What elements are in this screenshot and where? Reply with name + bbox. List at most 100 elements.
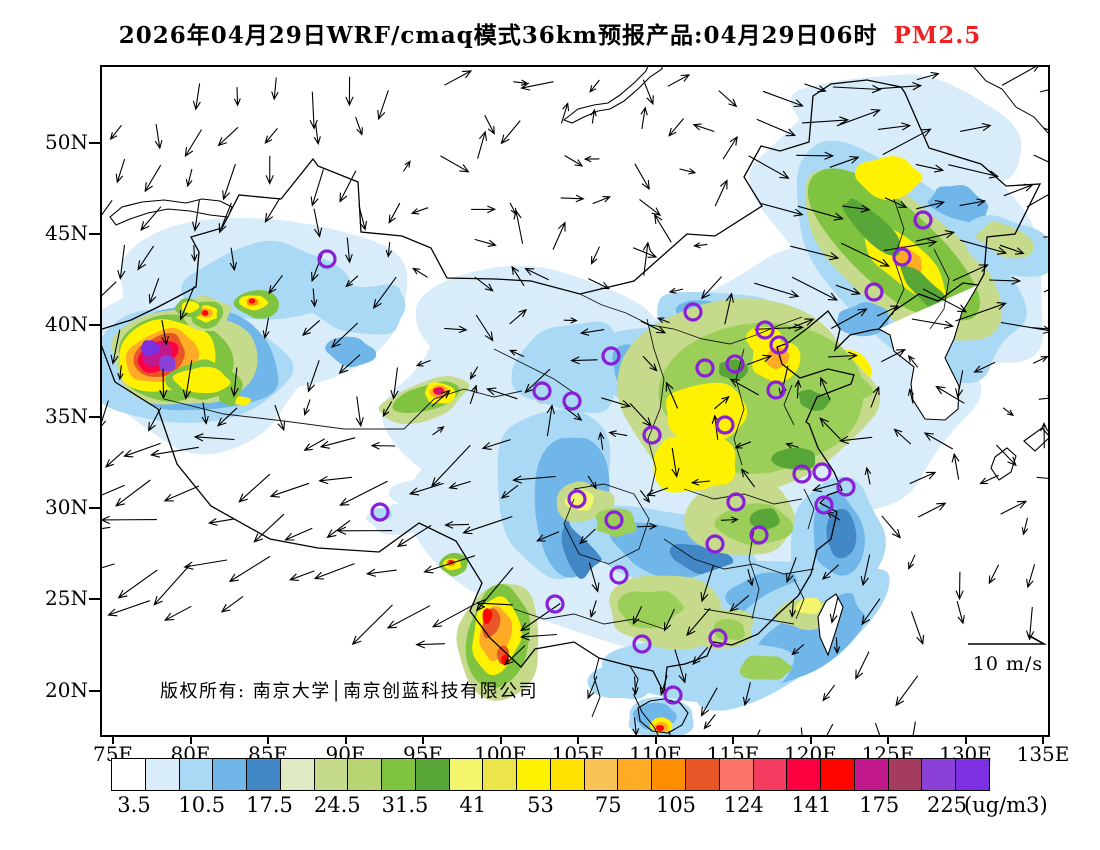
legend-color-cell-23 <box>888 759 923 790</box>
city-marker-4 <box>755 320 775 340</box>
legend-tick-label-53: 53 <box>527 793 554 817</box>
pm25-field-layer <box>102 74 1048 735</box>
legend-color-cell-4 <box>247 759 281 790</box>
lat-label-40N: 40N <box>45 312 88 336</box>
lon-tick <box>654 735 657 744</box>
legend-color-cell-24 <box>922 759 957 790</box>
map-frame <box>100 65 1050 737</box>
city-marker-27 <box>708 628 728 648</box>
lat-tick <box>89 690 100 692</box>
lat-tick <box>89 507 100 509</box>
legend-tick-label-175: 175 <box>859 793 900 817</box>
legend-tick-label-225: 225 <box>926 793 968 817</box>
city-marker-22 <box>836 477 856 497</box>
city-marker-9 <box>683 302 703 322</box>
legend-unit: (ug/m3) <box>964 793 1048 817</box>
lat-label-25N: 25N <box>45 586 88 610</box>
city-marker-28 <box>663 685 683 705</box>
page-title: 2026年04月29日WRF/cmaq模式36km预报产品:04月29日06时 P… <box>0 16 1100 50</box>
city-marker-29 <box>370 502 390 522</box>
lat-label-20N: 20N <box>45 678 88 702</box>
city-marker-23 <box>814 495 834 515</box>
wind-scale: 10 m/s <box>963 631 1053 675</box>
legend-color-cell-8 <box>382 759 416 790</box>
city-marker-6 <box>766 380 786 400</box>
lon-tick <box>887 735 889 744</box>
title-pollutant: PM2.5 <box>893 22 982 49</box>
legend-tick-label-105: 105 <box>655 793 697 817</box>
city-marker-24 <box>609 565 629 585</box>
lon-label-135E: 135E <box>1016 742 1070 766</box>
lat-tick <box>89 416 100 418</box>
lon-tick <box>809 735 812 744</box>
city-markers-layer <box>317 210 933 705</box>
city-marker-7 <box>725 354 745 374</box>
city-marker-17 <box>726 492 746 512</box>
city-marker-15 <box>567 489 587 509</box>
legend-color-cell-14 <box>584 759 619 790</box>
legend-color-cell-20 <box>787 759 822 790</box>
legend-color-cell-12 <box>517 759 551 790</box>
boundaries-layer <box>102 67 1048 735</box>
legend-color-cell-3 <box>213 759 248 790</box>
city-marker-8 <box>695 358 715 378</box>
legend-tick-label-3.5: 3.5 <box>117 793 151 817</box>
city-marker-10 <box>715 415 735 435</box>
legend-color-cell-21 <box>821 759 855 790</box>
lat-tick <box>89 233 100 235</box>
wind-scale-label: 10 m/s <box>972 653 1044 675</box>
city-marker-14 <box>532 381 552 401</box>
lon-tick <box>577 735 579 744</box>
city-marker-12 <box>601 346 621 366</box>
legend-tick-label-17.5: 17.5 <box>246 793 293 817</box>
wind-arrows-layer <box>102 67 1048 735</box>
city-marker-26 <box>632 634 652 654</box>
legend-color-cell-16 <box>652 759 687 790</box>
legend-color-cell-25 <box>956 759 989 790</box>
legend-tick-label-10.5: 10.5 <box>178 793 226 817</box>
legend-tick-label-41: 41 <box>459 793 487 817</box>
lat-tick <box>89 142 100 144</box>
legend-color-cell-19 <box>753 759 788 790</box>
title-text: 2026年04月29日WRF/cmaq模式36km预报产品:04月29日06时 <box>118 22 878 49</box>
lon-tick <box>499 735 502 744</box>
lon-tick <box>422 735 424 744</box>
city-marker-3 <box>864 282 884 302</box>
lon-tick <box>344 735 347 744</box>
legend-tick-label-141: 141 <box>791 793 832 817</box>
legend-color-cell-2 <box>179 759 214 790</box>
legend-color-cell-18 <box>719 759 754 790</box>
legend-labels: (ug/m3) 3.5 10.5 17.5 24.5 31.5 41 53 75 105 124 1… <box>111 793 1100 821</box>
lon-tick <box>267 735 269 744</box>
legend-color-cell-1 <box>145 759 180 790</box>
lat-label-45N: 45N <box>45 221 88 245</box>
city-marker-19 <box>705 534 725 554</box>
lon-tick <box>189 735 192 744</box>
legend-color-cell-7 <box>348 759 383 790</box>
city-marker-2 <box>892 247 912 267</box>
legend-color-cell-11 <box>483 759 518 790</box>
lat-tick <box>89 598 100 600</box>
city-marker-25 <box>545 594 565 614</box>
copyright-text: 版权所有: 南京大学│南京创蓝科技有限公司 <box>160 681 539 702</box>
legend-tick-label-75: 75 <box>594 793 622 817</box>
lon-tick <box>964 735 967 744</box>
legend-color-cell-5 <box>280 759 315 790</box>
legend-color-cell-9 <box>415 759 450 790</box>
lat-label-30N: 30N <box>45 495 88 519</box>
lat-tick <box>89 324 100 326</box>
legend-tick-label-124: 124 <box>723 793 764 817</box>
legend-tick-label-24.5: 24.5 <box>313 793 361 817</box>
lat-label-35N: 35N <box>45 404 88 428</box>
lon-tick <box>1042 735 1044 744</box>
city-marker-18 <box>749 525 769 545</box>
legend-color-cell-6 <box>314 759 349 790</box>
legend-color-cell-10 <box>449 759 484 790</box>
lat-label-50N: 50N <box>45 130 88 154</box>
lon-tick <box>112 735 114 744</box>
city-marker-5 <box>769 335 789 355</box>
city-marker-1 <box>913 210 933 230</box>
legend-colorbar <box>111 758 990 791</box>
city-marker-0 <box>317 249 337 269</box>
